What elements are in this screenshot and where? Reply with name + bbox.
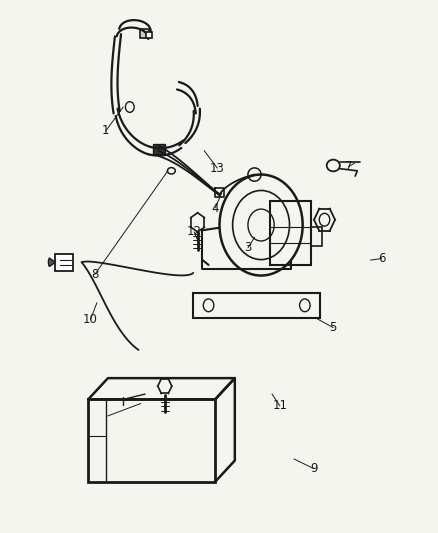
- Bar: [311, 227, 321, 246]
- Bar: [152, 144, 165, 154]
- Text: 1: 1: [102, 124, 109, 138]
- Text: 8: 8: [91, 268, 98, 281]
- Bar: [269, 201, 311, 265]
- Bar: [55, 254, 73, 271]
- Text: 3: 3: [244, 241, 251, 254]
- Text: 5: 5: [329, 321, 336, 334]
- Text: 12: 12: [186, 225, 201, 238]
- Text: 13: 13: [209, 161, 224, 175]
- Text: 6: 6: [377, 252, 384, 265]
- Bar: [88, 399, 215, 482]
- Text: 7: 7: [344, 160, 352, 173]
- Wedge shape: [48, 258, 55, 266]
- Text: 4: 4: [211, 201, 219, 214]
- Text: 9: 9: [309, 462, 317, 475]
- Text: 11: 11: [272, 399, 287, 413]
- Bar: [193, 293, 319, 318]
- Text: 10: 10: [83, 313, 98, 326]
- Bar: [140, 29, 149, 38]
